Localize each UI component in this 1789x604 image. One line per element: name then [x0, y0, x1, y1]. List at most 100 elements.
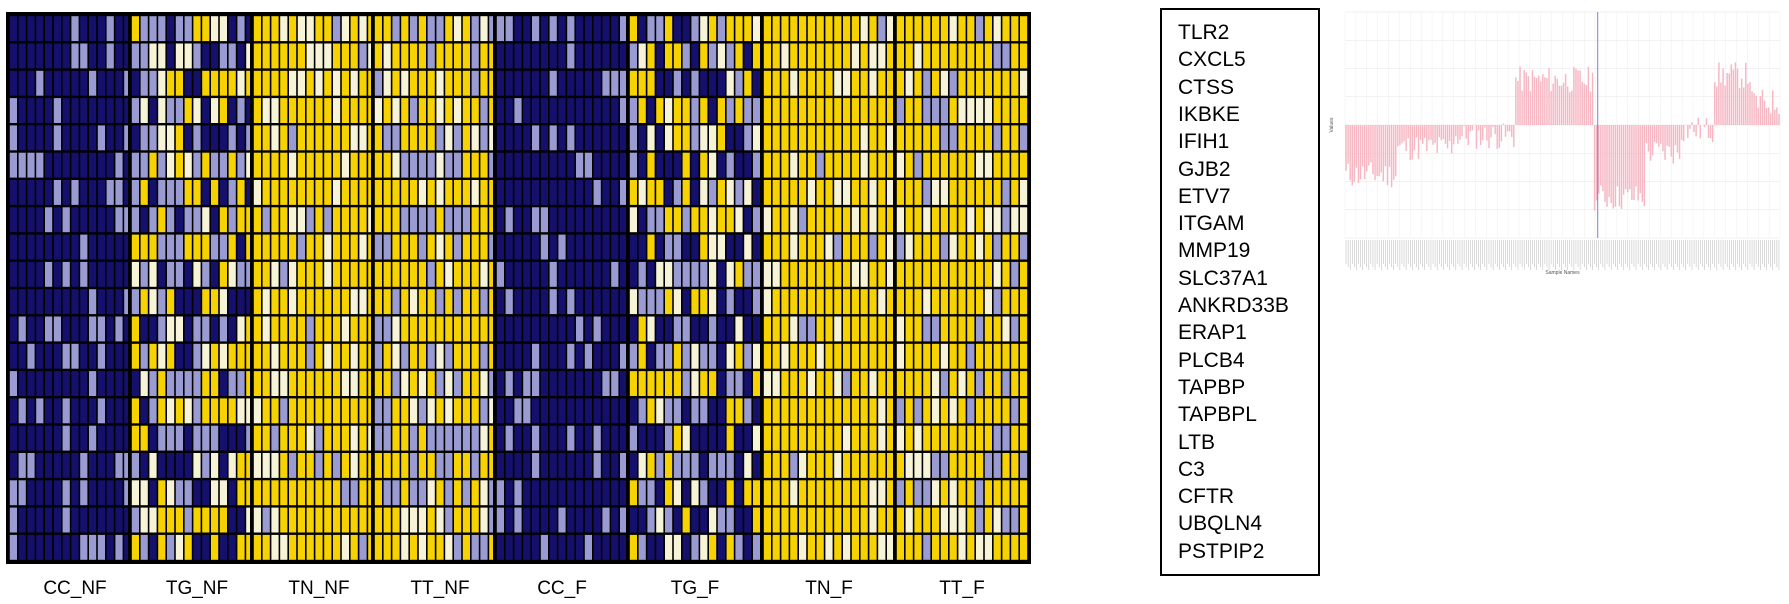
heatmap-cell: [445, 289, 453, 315]
bar: [1554, 75, 1556, 125]
bar: [1448, 125, 1451, 141]
heatmap-cell: [753, 261, 761, 287]
heatmap-cell: [115, 289, 123, 315]
heatmap-cell: [262, 43, 270, 69]
heatmap-cell: [932, 507, 940, 533]
heatmap-cell: [976, 16, 984, 42]
heatmap-cell: [280, 16, 288, 42]
heatmap-cell: [932, 453, 940, 478]
heatmap-cell: [246, 70, 254, 96]
bar: [1496, 125, 1498, 149]
heatmap-cell: [27, 425, 35, 451]
heatmap-cell: [315, 480, 323, 506]
heatmap-cell: [673, 289, 681, 315]
heatmap-cell: [682, 398, 690, 424]
heatmap-cell: [392, 534, 400, 560]
heatmap-cell: [726, 371, 734, 396]
bar: [1689, 125, 1691, 129]
bar: [1459, 125, 1461, 140]
bar: [1440, 125, 1443, 141]
heatmap-cell: [374, 234, 382, 260]
bar: [1529, 91, 1532, 125]
heatmap-cell: [158, 343, 166, 369]
heatmap-cell: [253, 70, 261, 96]
heatmap-cell: [602, 125, 610, 151]
heatmap-cell: [656, 98, 664, 123]
heatmap-cell: [602, 152, 610, 178]
bar: [1747, 83, 1749, 125]
heatmap-cell: [807, 480, 815, 506]
heatmap-cell: [36, 534, 44, 560]
heatmap-cell: [202, 180, 210, 205]
heatmap-cell: [228, 180, 236, 205]
heatmap-cell: [454, 125, 462, 151]
heatmap-cell: [532, 480, 540, 506]
heatmap-cell: [700, 180, 708, 205]
heatmap-cell: [383, 480, 391, 506]
bar: [1413, 125, 1416, 151]
heatmap-cell: [673, 371, 681, 396]
heatmap-cell: [140, 180, 148, 205]
heatmap-cell: [709, 289, 717, 315]
gene-label: CXCL5: [1178, 48, 1246, 72]
heatmap-cell: [923, 398, 931, 424]
heatmap-cell: [392, 425, 400, 451]
bar: [1705, 118, 1708, 125]
heatmap-cell: [341, 180, 349, 205]
heatmap-cell: [647, 289, 655, 315]
heatmap-cell: [532, 343, 540, 369]
heatmap-cell: [436, 207, 444, 233]
heatmap-cell: [772, 98, 780, 123]
heatmap-cell: [392, 98, 400, 123]
heatmap-cell: [462, 16, 470, 42]
heatmap-cell: [807, 43, 815, 69]
heatmap-cell: [237, 180, 245, 205]
heatmap-cell: [602, 180, 610, 205]
heatmap-cell: [717, 371, 725, 396]
heatmap-cell: [289, 480, 297, 506]
heatmap-cell: [401, 98, 409, 123]
heatmap-cell: [567, 316, 575, 342]
bar: [1740, 78, 1743, 125]
heatmap-cell: [993, 207, 1001, 233]
heatmap-cell: [237, 398, 245, 424]
heatmap-cell: [629, 207, 637, 233]
heatmap-cell: [401, 398, 409, 424]
heatmap-cell: [807, 398, 815, 424]
heatmap-cell: [496, 261, 504, 287]
heatmap-cell: [656, 316, 664, 342]
heatmap-cell: [967, 70, 975, 96]
heatmap-cell: [932, 316, 940, 342]
heatmap-cell: [350, 289, 358, 315]
heatmap-cell: [89, 534, 97, 560]
heatmap-cell: [976, 98, 984, 123]
heatmap-cell: [306, 480, 314, 506]
heatmap-cell: [567, 453, 575, 478]
heatmap-cell: [993, 261, 1001, 287]
heatmap-cell: [958, 125, 966, 151]
bar: [1769, 113, 1772, 125]
heatmap-cell: [629, 289, 637, 315]
heatmap-cell: [454, 180, 462, 205]
heatmap-cell: [673, 125, 681, 151]
heatmap-cell: [480, 16, 488, 42]
heatmap-cell: [97, 289, 105, 315]
heatmap-cell: [673, 480, 681, 506]
heatmap-cell: [202, 371, 210, 396]
heatmap-cell: [851, 180, 859, 205]
heatmap-cell: [869, 316, 877, 342]
heatmap-cell: [753, 343, 761, 369]
heatmap-cell: [816, 316, 824, 342]
heatmap-cell: [149, 534, 157, 560]
heatmap-cell: [799, 16, 807, 42]
bar: [1450, 125, 1453, 154]
heatmap-cell: [149, 398, 157, 424]
heatmap-cell: [790, 343, 798, 369]
heatmap-cell: [753, 316, 761, 342]
heatmap-cell: [175, 70, 183, 96]
heatmap-cell: [834, 453, 842, 478]
heatmap-cell: [717, 343, 725, 369]
heatmap-cell: [781, 289, 789, 315]
heatmap-cell: [709, 98, 717, 123]
heatmap-cell: [896, 16, 904, 42]
